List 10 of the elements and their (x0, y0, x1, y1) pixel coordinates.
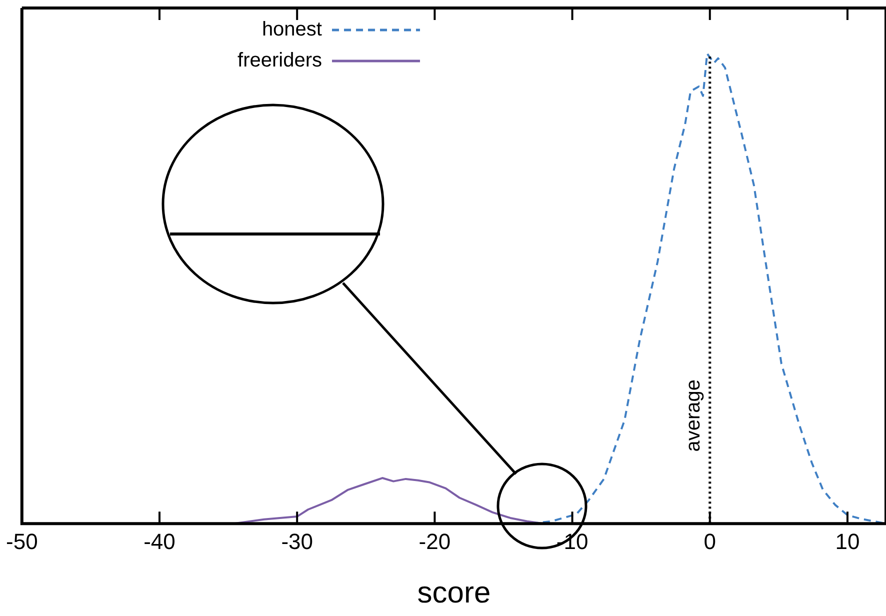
x-tick-label: -30 (281, 528, 313, 554)
ref-line-label: average (682, 379, 704, 452)
x-axis-title: score (417, 576, 491, 610)
legend-label: freeriders (238, 50, 322, 72)
x-tick-label: -40 (144, 528, 176, 554)
x-tick-label: -20 (418, 528, 451, 554)
x-tick-label: -50 (6, 528, 38, 554)
x-tick-label: 0 (704, 528, 716, 554)
x-tick-label: 10 (835, 528, 860, 554)
legend-label: honest (262, 18, 322, 41)
